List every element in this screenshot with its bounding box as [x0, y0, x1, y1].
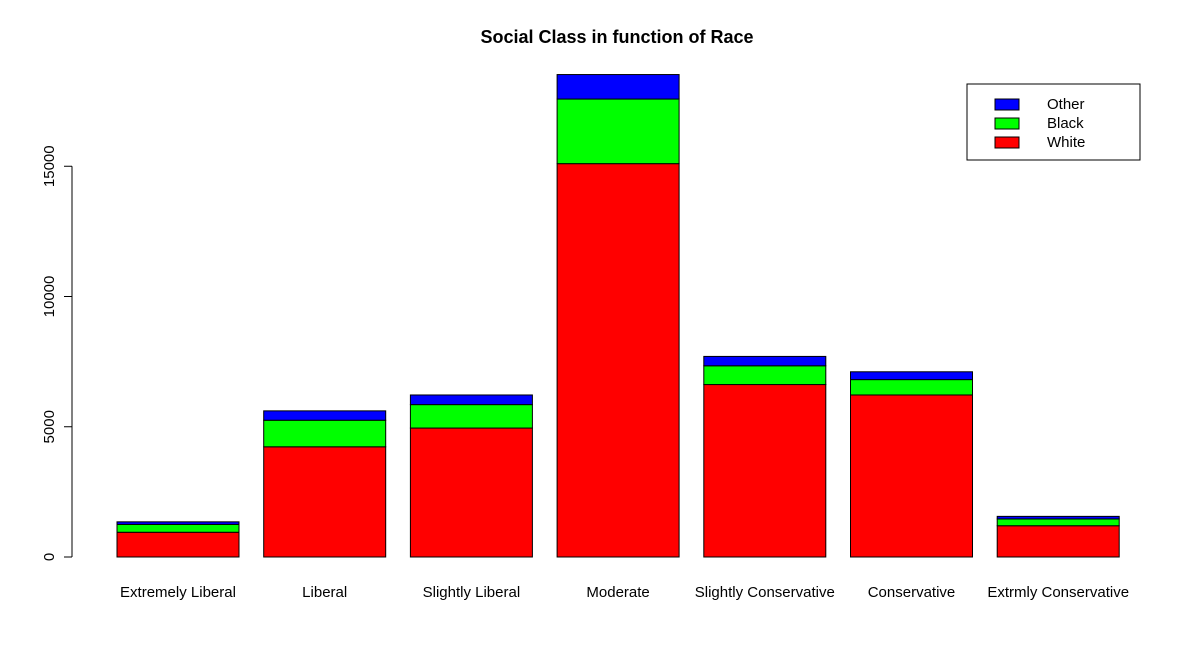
bar-segment-black	[556, 98, 680, 165]
bar-segment-other	[703, 355, 827, 367]
legend-label-white: White	[1047, 134, 1085, 151]
bar-segment-black	[996, 518, 1120, 527]
bar-segment-white	[409, 427, 533, 558]
x-category-label: Conservative	[868, 584, 956, 601]
bar-segment-white	[116, 531, 240, 558]
bar-segment-other	[116, 521, 240, 525]
bar-segment-other	[850, 371, 973, 381]
x-category-label: Extrmly Conservative	[987, 584, 1129, 601]
bar-segment-other	[996, 515, 1120, 520]
x-axis-labels: Extremely Liberal Liberal Slightly Liberal…	[120, 584, 1129, 601]
y-tick-label: 5000	[41, 410, 58, 443]
x-category-label: Extremely Liberal	[120, 584, 236, 601]
bar-segment-black	[116, 523, 240, 533]
legend-swatch-other	[994, 98, 1020, 111]
bar-segment-other	[263, 410, 387, 421]
bar-segment-white	[850, 394, 973, 558]
bars	[116, 74, 1120, 558]
bar-segment-black	[703, 365, 827, 386]
chart-title: Social Class in function of Race	[480, 27, 753, 47]
legend: Other Black White	[966, 83, 1141, 161]
y-tick-label: 15000	[41, 145, 58, 187]
bar-segment-black	[850, 379, 973, 396]
legend-swatch-black	[994, 117, 1020, 130]
x-category-label: Slightly Liberal	[423, 584, 521, 601]
x-category-label: Liberal	[302, 584, 347, 601]
bar-segment-white	[703, 384, 827, 558]
x-category-label: Slightly Conservative	[695, 584, 835, 601]
legend-label-other: Other	[1047, 96, 1085, 113]
legend-swatch-white	[994, 136, 1020, 149]
bar-segment-black	[409, 404, 533, 429]
y-tick-label: 10000	[41, 276, 58, 318]
bar-segment-other	[556, 74, 680, 100]
y-axis: 0 5000 10000 15000	[41, 145, 73, 561]
bar-segment-white	[996, 525, 1120, 558]
x-category-label: Moderate	[586, 584, 649, 601]
bar-segment-black	[263, 419, 387, 448]
y-tick-label: 0	[41, 553, 58, 561]
bar-segment-other	[409, 394, 533, 406]
bar-segment-white	[556, 163, 680, 558]
legend-label-black: Black	[1047, 115, 1084, 132]
bar-segment-white	[263, 446, 387, 558]
